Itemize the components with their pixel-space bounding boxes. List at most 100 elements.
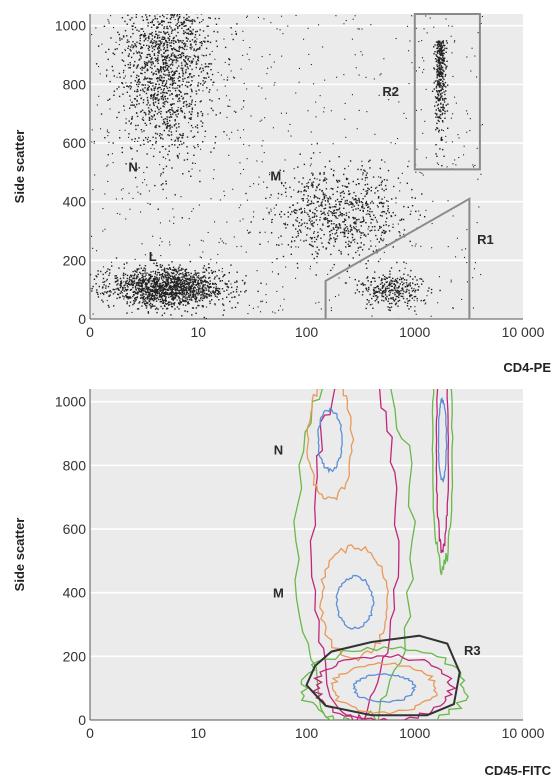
scatter-point [116,48,118,50]
scatter-point [164,83,167,85]
scatter-point [361,165,363,167]
scatter-point [186,278,188,281]
scatter-point [285,112,287,114]
scatter-point [168,130,170,132]
scatter-point [186,310,189,313]
scatter-point [323,233,325,236]
scatter-point [362,209,364,212]
scatter-point [298,181,300,183]
scatter-point [210,198,212,200]
scatter-point [169,103,172,106]
scatter-point [229,105,231,107]
scatter-point [347,232,350,234]
scatter-point [113,94,115,96]
scatter-point [311,172,313,174]
scatter-point [182,287,184,290]
scatter-point [186,4,187,5]
scatter-point [205,54,207,57]
scatter-point [148,35,150,38]
scatter-point [349,230,351,233]
scatter-point [190,117,192,119]
scatter-point [173,222,175,224]
scatter-point [420,299,422,302]
scatter-point [414,245,416,247]
scatter-point [188,282,190,285]
scatter-point [210,151,212,153]
scatter-point [185,279,187,281]
scatter-point [360,221,363,223]
scatter-point [168,296,170,298]
scatter-point [382,295,385,298]
scatter-point [139,144,142,146]
scatter-point [141,47,143,49]
scatter-point [175,50,178,52]
scatter-point [146,54,149,56]
scatter-point [354,278,356,281]
scatter-point [150,147,152,149]
scatter-point [214,303,216,305]
scatter-point [148,291,151,294]
scatter-point [312,173,314,175]
scatter-point [454,96,456,98]
scatter-point [166,92,168,94]
scatter-point [441,99,444,101]
scatter-point [131,28,134,31]
scatter-point [164,118,166,120]
scatter-point [159,45,161,47]
scatter-point [173,272,175,274]
scatter-point [126,302,128,305]
scatter-point [186,55,188,57]
scatter-point [149,53,151,56]
scatter-point [365,76,367,78]
scatter-point [121,82,124,85]
scatter-point [141,277,143,279]
scatter-point [259,120,261,122]
scatter-point [269,172,271,174]
scatter-point [357,204,360,206]
scatter-point [161,314,163,317]
scatter-point [148,45,150,47]
scatter-point [150,97,152,99]
scatter-point [418,66,420,68]
scatter-point [177,283,180,286]
scatter-point [230,292,232,294]
scatter-point [144,76,146,78]
scatter-point [383,283,386,285]
scatter-point [183,30,185,32]
scatter-point [113,288,115,291]
scatter-point [242,54,244,56]
scatter-point [131,274,133,277]
scatter-point [169,125,171,127]
scatter-point [178,286,180,288]
y-tick-label: 200 [63,252,87,268]
scatter-point [357,28,359,30]
scatter-point [136,95,138,97]
scatter-point [166,62,168,64]
scatter-point [437,83,439,85]
scatter-point [222,314,224,316]
scatter-point [169,111,171,114]
scatter-point [102,230,104,232]
scatter-point [174,119,176,121]
scatter-point [173,286,175,288]
scatter-point [103,293,105,296]
scatter-point [166,27,168,29]
scatter-point [355,251,357,254]
scatter-point [131,280,133,282]
scatter-point [375,234,377,237]
scatter-point [437,103,440,106]
scatter-point [167,90,170,92]
scatter-point [374,271,376,273]
scatter-point [281,182,283,185]
scatter-point [334,241,336,243]
scatter-point [143,295,145,298]
scatter-point [198,89,200,91]
scatter-point [182,300,184,302]
scatter-point [336,76,338,78]
scatter-point [439,114,442,116]
scatter-point [138,287,140,290]
scatter-point [322,193,325,196]
scatter-point [388,230,391,232]
scatter-point [271,221,273,223]
scatter-point [192,281,195,284]
